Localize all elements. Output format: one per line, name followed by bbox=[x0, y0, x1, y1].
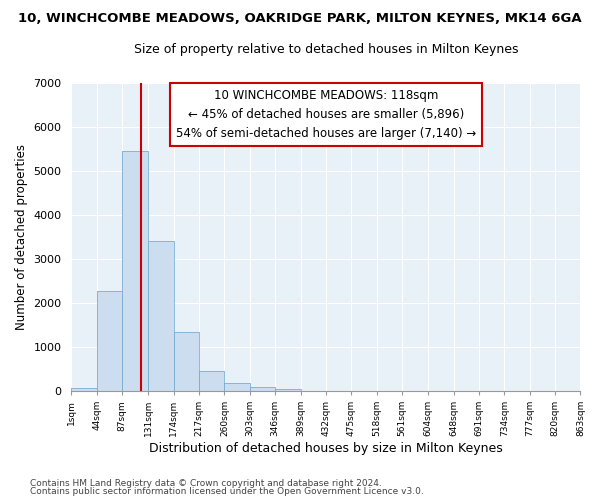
Text: 10, WINCHCOMBE MEADOWS, OAKRIDGE PARK, MILTON KEYNES, MK14 6GA: 10, WINCHCOMBE MEADOWS, OAKRIDGE PARK, M… bbox=[18, 12, 582, 26]
X-axis label: Distribution of detached houses by size in Milton Keynes: Distribution of detached houses by size … bbox=[149, 442, 503, 455]
Text: Contains public sector information licensed under the Open Government Licence v3: Contains public sector information licen… bbox=[30, 487, 424, 496]
Title: Size of property relative to detached houses in Milton Keynes: Size of property relative to detached ho… bbox=[134, 42, 518, 56]
Y-axis label: Number of detached properties: Number of detached properties bbox=[15, 144, 28, 330]
Text: Contains HM Land Registry data © Crown copyright and database right 2024.: Contains HM Land Registry data © Crown c… bbox=[30, 478, 382, 488]
Text: 10 WINCHCOMBE MEADOWS: 118sqm
← 45% of detached houses are smaller (5,896)
54% o: 10 WINCHCOMBE MEADOWS: 118sqm ← 45% of d… bbox=[176, 89, 476, 140]
